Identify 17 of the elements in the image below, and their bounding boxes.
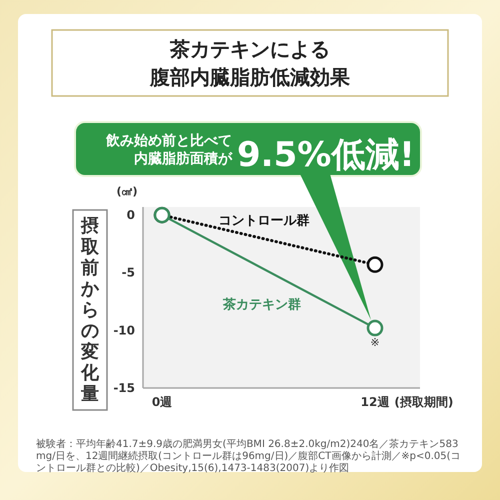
y-axis-unit: (㎠) [116, 185, 138, 198]
chart-title: 茶カテキンによる [170, 37, 330, 61]
y-tick-label: -15 [113, 381, 135, 395]
chart-subtitle: 腹部内臓脂肪低減効果 [150, 65, 350, 89]
footnote: 被験者：平均年齢41.7±9.9歳の肥満男女(平均BMI 26.8±2.0kg/m2)240名／茶カテキン583mg/日を、12週間継続摂取(コントロール群は96mg/日)／腹部CT画像から計測／※p<0.05(コントロール群との比較)／Obesity,15(6),1473-1483(2007)より作図 [36, 439, 461, 474]
x-tick-label: 12週 [360, 395, 390, 409]
series-label: コントロール群 [218, 213, 310, 228]
point [366, 320, 384, 336]
x-axis-title: (摂取期間) [394, 395, 454, 409]
x-tick-label: 0週 [152, 395, 174, 409]
series-label: 茶カテキン群 [222, 296, 302, 313]
y-tick-label: -5 [122, 266, 135, 280]
y-tick-label: 0 [126, 208, 135, 222]
annotation: ※ [370, 336, 380, 350]
y-axis-title: 摂取前からの変化量 [81, 216, 99, 404]
y-tick-label: -10 [113, 323, 135, 338]
point [366, 256, 384, 273]
